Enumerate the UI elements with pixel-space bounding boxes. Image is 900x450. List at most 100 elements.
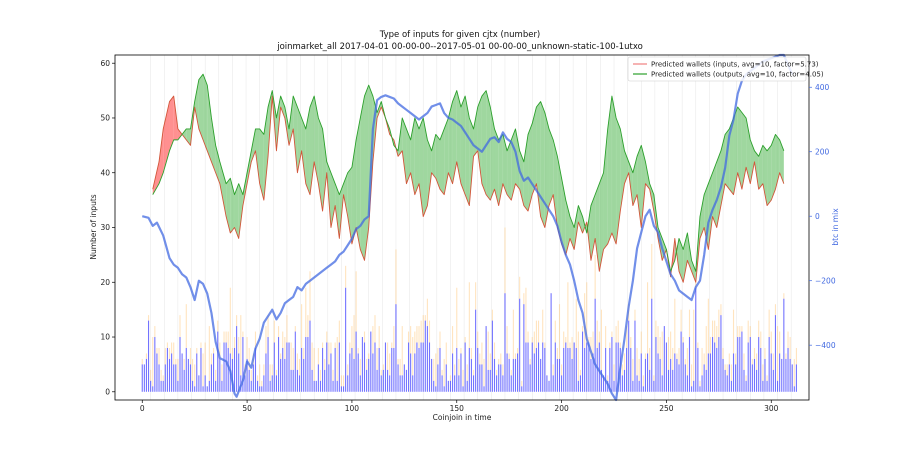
fill-segment [595, 183, 600, 272]
bar-main [644, 358, 647, 392]
fill-segment [219, 161, 227, 217]
bar-secondary [152, 337, 154, 387]
bar-secondary [456, 287, 458, 348]
bar-secondary [684, 358, 686, 365]
bar-secondary [305, 287, 307, 338]
bar-secondary [579, 369, 582, 376]
bar-main [707, 353, 709, 392]
bar-main [462, 386, 464, 392]
bar-secondary [730, 364, 732, 381]
fill-segment [238, 183, 243, 239]
fill-segment [679, 238, 684, 283]
bar-main [546, 375, 548, 392]
bar-secondary [647, 282, 649, 354]
bar-main [433, 380, 435, 392]
bar-secondary [353, 315, 355, 359]
bar-secondary [192, 358, 194, 381]
fill-segment [322, 128, 327, 212]
bar-secondary [768, 309, 770, 338]
bar-secondary [619, 342, 621, 348]
bar-main [447, 380, 449, 392]
bar-main [554, 342, 556, 392]
bar-secondary [424, 315, 426, 321]
bar-main [661, 375, 663, 392]
bar-main [596, 347, 598, 392]
bar-main [452, 353, 454, 392]
y-axis-label: Number of inputs [89, 194, 98, 259]
bar-main [443, 386, 445, 392]
bar-main [720, 315, 722, 392]
bar-main [374, 342, 376, 392]
bar-secondary [617, 320, 619, 343]
bar-secondary [397, 358, 399, 365]
bar-secondary [542, 309, 544, 343]
bar-secondary [498, 358, 500, 365]
series-line-btc [141, 53, 794, 402]
bar-main [766, 380, 768, 392]
bar-secondary [435, 353, 437, 387]
bar-main [428, 342, 431, 392]
bar-secondary [326, 331, 328, 343]
bar-main [164, 364, 166, 392]
bar-main [355, 331, 357, 392]
bar-main [691, 386, 693, 392]
bar-main [613, 380, 615, 392]
bar-main [768, 337, 770, 392]
bar-secondary [611, 331, 613, 338]
bar-main [372, 353, 374, 392]
bar-secondary [676, 353, 678, 359]
bar-main [789, 358, 791, 392]
bar-secondary [443, 358, 445, 387]
fill-segment [259, 128, 264, 201]
bar-main [330, 353, 332, 392]
fill-segment [549, 128, 554, 206]
bar-main [686, 375, 688, 392]
y-tick-label: 50 [100, 114, 110, 123]
bar-main [395, 304, 397, 392]
bar-secondary [164, 347, 166, 365]
fill-segment [544, 112, 550, 228]
bar-main [336, 380, 338, 392]
bar-main [468, 347, 470, 392]
bar-main [628, 320, 630, 392]
bar-main [737, 337, 739, 392]
x-tick-label: 150 [450, 404, 465, 413]
bar-main [445, 364, 447, 392]
bar-main [437, 364, 439, 392]
bar-secondary [349, 342, 351, 354]
bar-secondary [454, 364, 456, 376]
bar-secondary [565, 337, 567, 343]
fill-segment [523, 134, 529, 212]
bar-secondary [378, 326, 380, 348]
bar-main [261, 386, 263, 392]
bar-secondary [590, 337, 592, 359]
bar-main [496, 375, 498, 392]
bar-secondary [703, 353, 705, 365]
fill-segment [402, 117, 407, 184]
bar-main [791, 364, 793, 392]
bar-main [407, 342, 410, 392]
bar-main [192, 380, 194, 392]
bar-secondary [586, 282, 588, 343]
bar-main [460, 353, 462, 392]
bar-secondary [789, 337, 791, 359]
bar-secondary [716, 326, 718, 348]
fill-segment [607, 96, 612, 244]
bar-main [189, 364, 192, 392]
bar-secondary [699, 380, 701, 387]
chart-title: Type of inputs for given cjtx (number) [379, 30, 541, 40]
bar-main [259, 386, 261, 392]
bar-main [558, 358, 561, 392]
bar-secondary [531, 337, 533, 343]
bar-main [776, 380, 779, 392]
bar-secondary [741, 326, 743, 332]
bar-main [605, 347, 607, 392]
bar-secondary [489, 353, 491, 370]
bar-main [602, 375, 605, 392]
fill-segment [177, 128, 183, 140]
bar-secondary [422, 315, 424, 343]
bar-secondary [416, 326, 418, 343]
bar-main [311, 369, 313, 392]
bar-secondary [324, 358, 326, 370]
bar-secondary [598, 331, 600, 343]
